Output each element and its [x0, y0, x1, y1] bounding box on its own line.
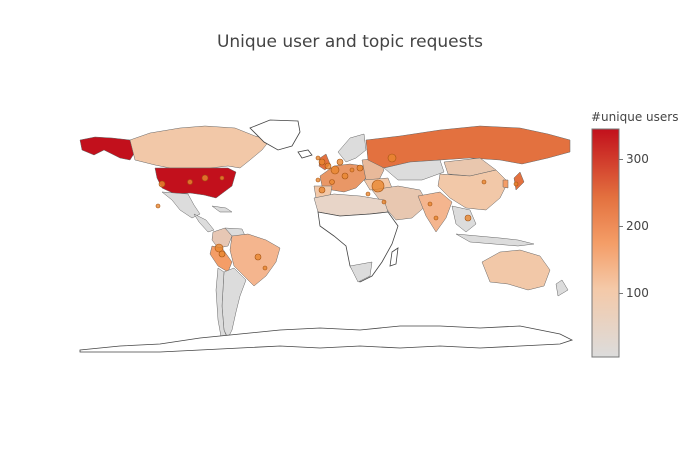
- country-south-africa[interactable]: [349, 261, 373, 283]
- country-greenland: [249, 119, 301, 151]
- colorbar-tick-mark: [619, 293, 623, 294]
- bubble-marker[interactable]: [324, 162, 332, 170]
- colorbar-tick-100: 100: [626, 286, 649, 300]
- country-china[interactable]: [437, 169, 509, 211]
- country-alaska[interactable]: [79, 136, 136, 161]
- bubble-marker[interactable]: [315, 177, 321, 183]
- country-kazakhstan[interactable]: [383, 159, 445, 181]
- bubble-marker[interactable]: [187, 179, 193, 185]
- region-antarctica: [79, 325, 574, 353]
- bubble-marker[interactable]: [254, 253, 262, 261]
- bubble-marker[interactable]: [155, 203, 161, 209]
- country-canada[interactable]: [129, 125, 271, 169]
- region-north-africa[interactable]: [313, 193, 389, 217]
- region-indonesia[interactable]: [455, 233, 535, 247]
- country-korea[interactable]: [502, 179, 509, 189]
- bubble-marker[interactable]: [356, 164, 364, 172]
- bubble-marker[interactable]: [201, 174, 209, 182]
- colorbar-tick-300: 300: [626, 152, 649, 166]
- bubble-marker[interactable]: [219, 175, 225, 181]
- bubble-marker[interactable]: [218, 250, 226, 258]
- colorbar-title: #unique users: [591, 110, 679, 124]
- bubble-marker[interactable]: [513, 181, 519, 187]
- colorbar-tick-200: 200: [626, 219, 649, 233]
- bubble-marker[interactable]: [158, 180, 166, 188]
- chart-title: Unique user and topic requests: [216, 32, 484, 52]
- bubble-marker[interactable]: [329, 179, 335, 185]
- country-argentina[interactable]: [221, 267, 247, 339]
- bubble-marker[interactable]: [262, 265, 268, 271]
- region-caribbean: [211, 205, 233, 213]
- region-central-america[interactable]: [193, 213, 215, 233]
- colorbar-tick-mark: [619, 159, 623, 160]
- bubble-marker[interactable]: [387, 153, 397, 163]
- bubble-marker[interactable]: [433, 215, 439, 221]
- bubble-marker[interactable]: [349, 167, 355, 173]
- country-india[interactable]: [417, 191, 453, 233]
- bubble-marker[interactable]: [318, 186, 326, 194]
- country-scandinavia[interactable]: [337, 133, 367, 163]
- country-japan[interactable]: [513, 171, 525, 191]
- country-brazil[interactable]: [229, 233, 281, 287]
- colorbar-tick-mark: [619, 226, 623, 227]
- bubble-marker[interactable]: [381, 199, 387, 205]
- region-sub-saharan-africa: [317, 211, 399, 283]
- country-australia[interactable]: [481, 249, 551, 291]
- bubble-marker[interactable]: [214, 243, 224, 253]
- bubble-marker[interactable]: [481, 179, 487, 185]
- bubble-marker[interactable]: [336, 158, 344, 166]
- bubble-marker[interactable]: [341, 172, 349, 180]
- bubble-marker[interactable]: [315, 155, 321, 161]
- country-madagascar: [389, 247, 399, 267]
- country-iceland: [297, 149, 313, 159]
- country-new-zealand[interactable]: [555, 279, 569, 297]
- region-southeast-asia[interactable]: [451, 205, 477, 233]
- bubble-marker[interactable]: [318, 158, 326, 166]
- bubble-marker[interactable]: [427, 201, 433, 207]
- bubble-marker[interactable]: [365, 191, 371, 197]
- bubble-layer: [155, 153, 519, 271]
- bubble-marker[interactable]: [464, 214, 472, 222]
- colorbar-gradient[interactable]: [591, 128, 620, 358]
- bubble-marker[interactable]: [371, 179, 385, 193]
- bubble-marker[interactable]: [330, 165, 340, 175]
